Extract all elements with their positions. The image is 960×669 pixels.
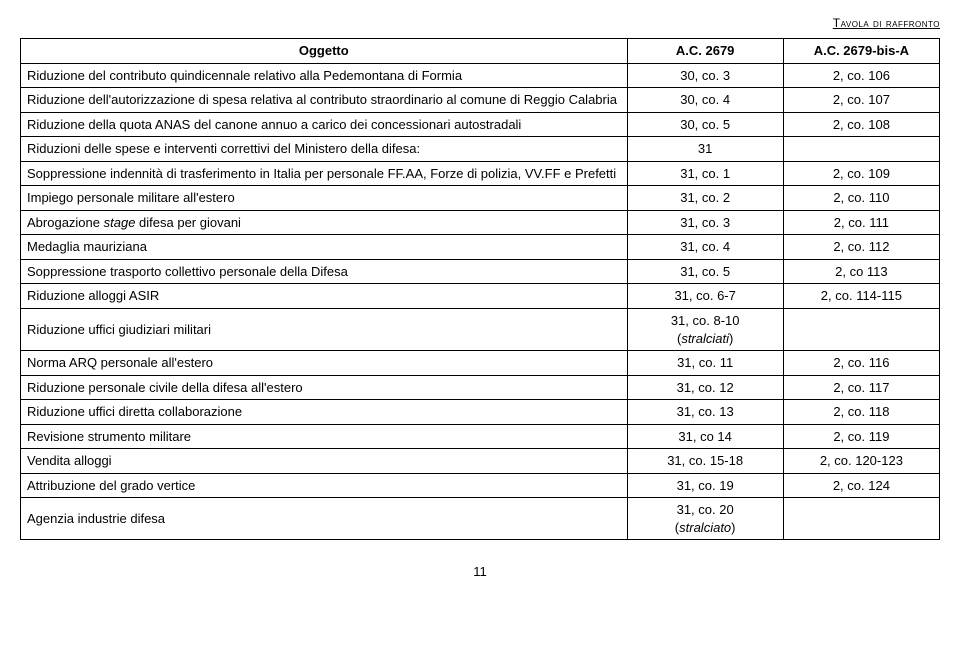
col-header-ref1: A.C. 2679 xyxy=(627,39,783,64)
cell-oggetto: Medaglia mauriziana xyxy=(21,235,628,260)
cell-ref1: 30, co. 3 xyxy=(627,63,783,88)
cell-ref2: 2, co. 119 xyxy=(783,424,939,449)
cell-ref1: 31, co 14 xyxy=(627,424,783,449)
cell-ref1: 30, co. 5 xyxy=(627,112,783,137)
cell-oggetto: Norma ARQ personale all'estero xyxy=(21,351,628,376)
table-row: Revisione strumento militare31, co 142, … xyxy=(21,424,940,449)
cell-ref1: 31, co. 1 xyxy=(627,161,783,186)
cell-oggetto: Soppressione indennità di trasferimento … xyxy=(21,161,628,186)
cell-oggetto: Vendita alloggi xyxy=(21,449,628,474)
cell-ref1: 31 xyxy=(627,137,783,162)
table-row: Medaglia mauriziana31, co. 42, co. 112 xyxy=(21,235,940,260)
table-row: Riduzioni delle spese e interventi corre… xyxy=(21,137,940,162)
table-row: Attribuzione del grado vertice31, co. 19… xyxy=(21,473,940,498)
table-row: Impiego personale militare all'estero31,… xyxy=(21,186,940,211)
cell-oggetto: Riduzione uffici diretta collaborazione xyxy=(21,400,628,425)
cell-ref2 xyxy=(783,498,939,540)
cell-oggetto: Riduzione del contributo quindicennale r… xyxy=(21,63,628,88)
cell-oggetto: Impiego personale militare all'estero xyxy=(21,186,628,211)
cell-ref1: 30, co. 4 xyxy=(627,88,783,113)
table-row: Agenzia industrie difesa31, co. 20(stral… xyxy=(21,498,940,540)
cell-ref2: 2, co. 114-115 xyxy=(783,284,939,309)
cell-ref2 xyxy=(783,137,939,162)
cell-ref1: 31, co. 11 xyxy=(627,351,783,376)
cell-ref2: 2, co. 118 xyxy=(783,400,939,425)
cell-oggetto: Riduzione alloggi ASIR xyxy=(21,284,628,309)
cell-oggetto: Riduzioni delle spese e interventi corre… xyxy=(21,137,628,162)
cell-ref2: 2, co. 107 xyxy=(783,88,939,113)
cell-ref1: 31, co. 12 xyxy=(627,375,783,400)
cell-ref1: 31, co. 2 xyxy=(627,186,783,211)
cell-ref2: 2, co. 116 xyxy=(783,351,939,376)
cell-oggetto: Abrogazione stage difesa per giovani xyxy=(21,210,628,235)
table-row: Riduzione dell'autorizzazione di spesa r… xyxy=(21,88,940,113)
cell-ref1: 31, co. 8-10(stralciati) xyxy=(627,309,783,351)
cell-ref1: 31, co. 20(stralciato) xyxy=(627,498,783,540)
cell-ref2: 2, co. 110 xyxy=(783,186,939,211)
cell-oggetto: Revisione strumento militare xyxy=(21,424,628,449)
cell-oggetto: Riduzione dell'autorizzazione di spesa r… xyxy=(21,88,628,113)
cell-ref1: 31, co. 15-18 xyxy=(627,449,783,474)
table-row: Riduzione personale civile della difesa … xyxy=(21,375,940,400)
col-header-oggetto: Oggetto xyxy=(21,39,628,64)
cell-ref2 xyxy=(783,309,939,351)
cell-ref2: 2, co. 120-123 xyxy=(783,449,939,474)
cell-oggetto: Agenzia industrie difesa xyxy=(21,498,628,540)
cell-oggetto: Riduzione uffici giudiziari militari xyxy=(21,309,628,351)
table-row: Riduzione uffici diretta collaborazione3… xyxy=(21,400,940,425)
cell-ref2: 2, co. 111 xyxy=(783,210,939,235)
cell-ref1: 31, co. 5 xyxy=(627,259,783,284)
cell-oggetto: Riduzione personale civile della difesa … xyxy=(21,375,628,400)
cell-ref2: 2, co. 109 xyxy=(783,161,939,186)
table-row: Abrogazione stage difesa per giovani31, … xyxy=(21,210,940,235)
table-row: Norma ARQ personale all'estero31, co. 11… xyxy=(21,351,940,376)
cell-ref2: 2, co. 112 xyxy=(783,235,939,260)
cell-ref1: 31, co. 3 xyxy=(627,210,783,235)
table-row: Soppressione trasporto collettivo person… xyxy=(21,259,940,284)
cell-oggetto: Attribuzione del grado vertice xyxy=(21,473,628,498)
cell-ref2: 2, co. 117 xyxy=(783,375,939,400)
cell-oggetto: Riduzione della quota ANAS del canone an… xyxy=(21,112,628,137)
table-row: Riduzione della quota ANAS del canone an… xyxy=(21,112,940,137)
cell-ref1: 31, co. 19 xyxy=(627,473,783,498)
cell-ref2: 2, co 113 xyxy=(783,259,939,284)
table-row: Riduzione del contributo quindicennale r… xyxy=(21,63,940,88)
comparison-table: Oggetto A.C. 2679 A.C. 2679-bis-A Riduzi… xyxy=(20,38,940,540)
page-number: 11 xyxy=(20,564,940,579)
cell-oggetto: Soppressione trasporto collettivo person… xyxy=(21,259,628,284)
table-row: Riduzione alloggi ASIR31, co. 6-72, co. … xyxy=(21,284,940,309)
cell-ref1: 31, co. 6-7 xyxy=(627,284,783,309)
cell-ref2: 2, co. 124 xyxy=(783,473,939,498)
table-header-row: Oggetto A.C. 2679 A.C. 2679-bis-A xyxy=(21,39,940,64)
cell-ref1: 31, co. 13 xyxy=(627,400,783,425)
table-row: Soppressione indennità di trasferimento … xyxy=(21,161,940,186)
cell-ref2: 2, co. 108 xyxy=(783,112,939,137)
table-row: Vendita alloggi31, co. 15-182, co. 120-1… xyxy=(21,449,940,474)
cell-ref2: 2, co. 106 xyxy=(783,63,939,88)
cell-ref1: 31, co. 4 xyxy=(627,235,783,260)
running-header: Tavola di raffronto xyxy=(20,16,940,30)
table-row: Riduzione uffici giudiziari militari31, … xyxy=(21,309,940,351)
col-header-ref2: A.C. 2679-bis-A xyxy=(783,39,939,64)
